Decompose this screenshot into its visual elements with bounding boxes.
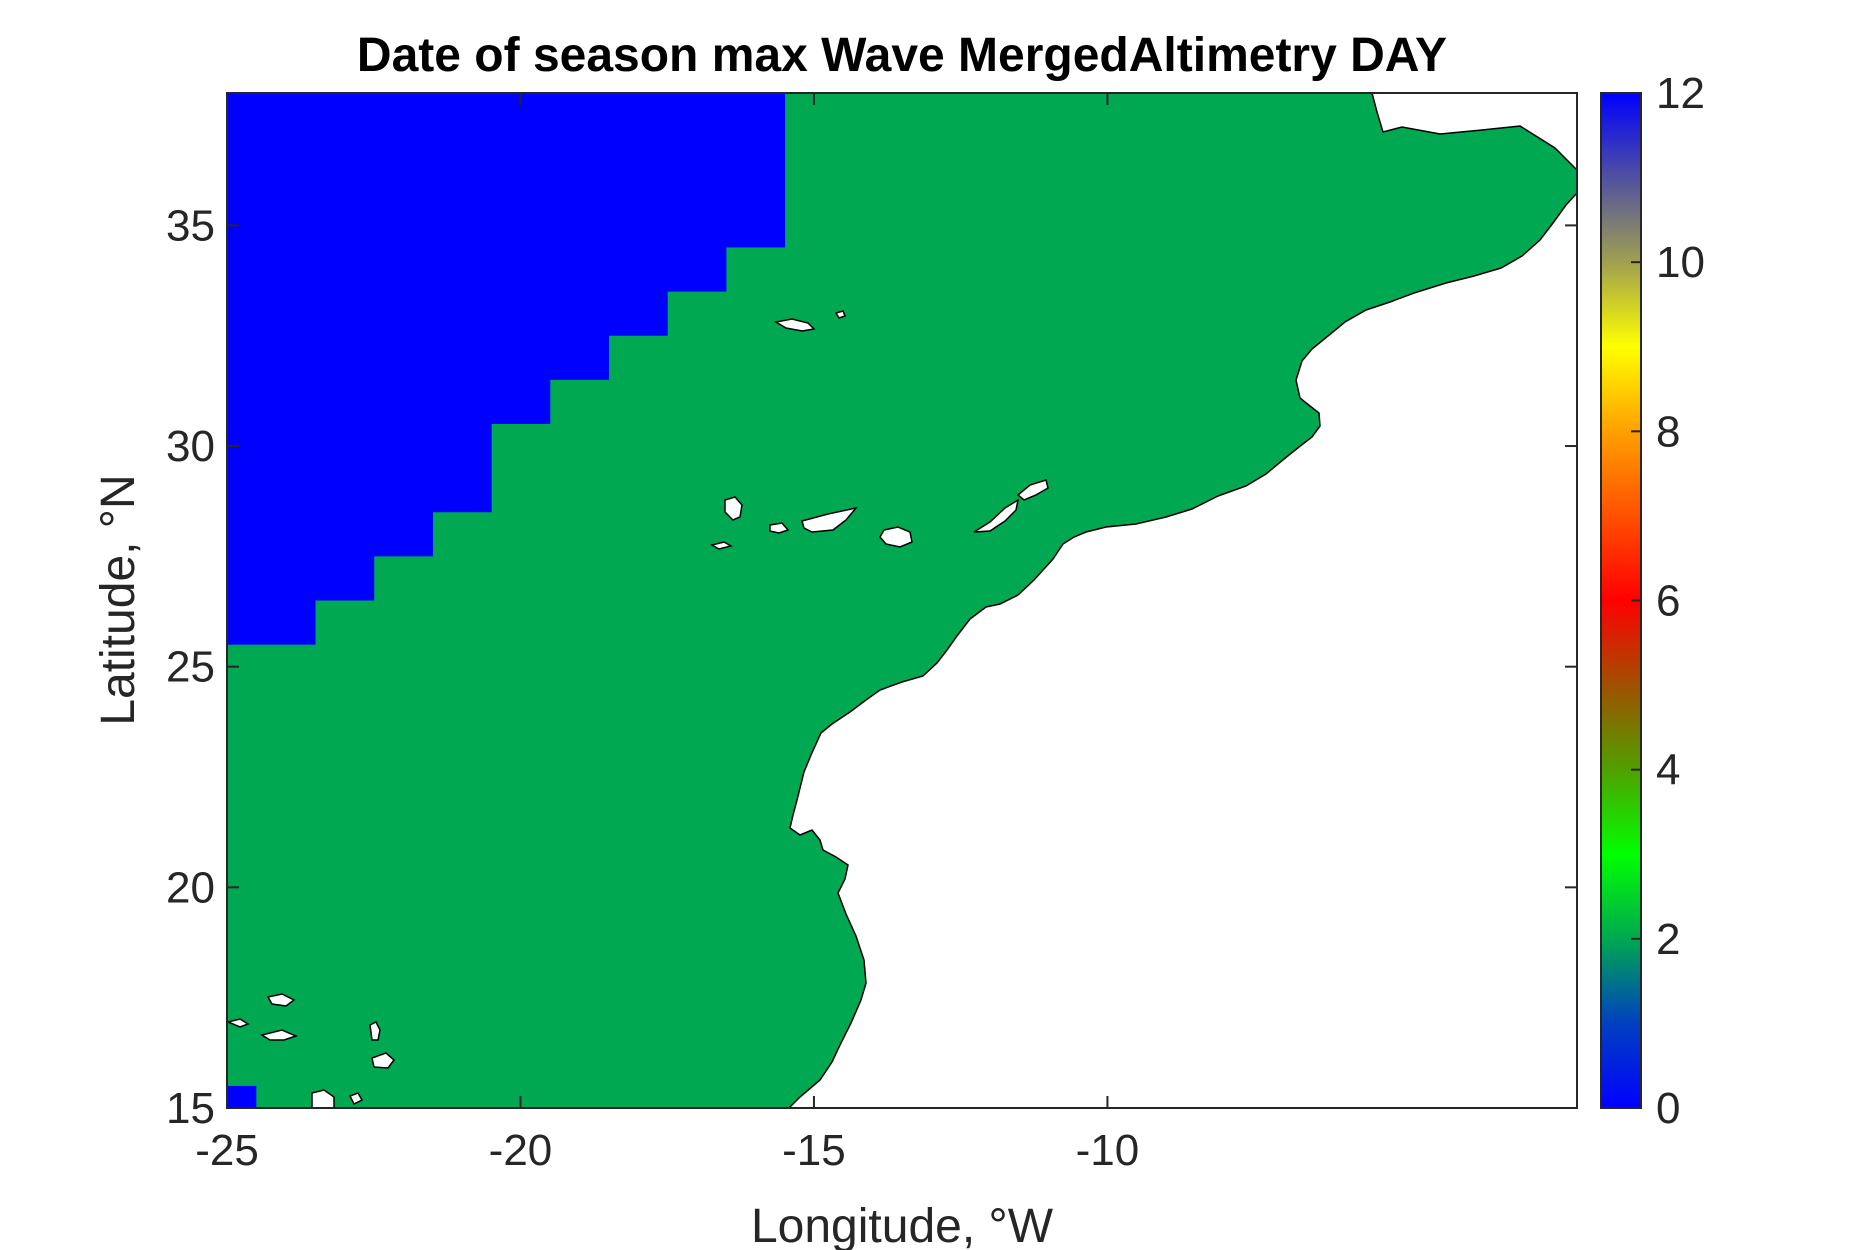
island-cape-verde-sao-nicolau [260,1029,299,1041]
blue-cell-corner [227,1085,257,1108]
blue-region [227,93,786,1108]
colorbar-tick-label: 10 [1656,238,1705,287]
x-tick-label: -20 [489,1126,553,1175]
blue-cell-band-6 [608,93,668,336]
island-tenerife [801,506,858,533]
blue-cell-band-8 [725,93,786,248]
colorbar-tick-label: 4 [1656,746,1680,795]
blue-cell-band-0 [227,93,316,645]
blue-cell-band-1 [315,93,375,601]
island-lanzarote [1016,479,1049,501]
colorbar-tick-label: 2 [1656,915,1680,964]
blue-cell-band-7 [667,93,727,292]
x-tick-label: -15 [782,1126,846,1175]
island-madeira [773,318,816,332]
x-tick-label: -25 [195,1126,259,1175]
blue-cell-band-4 [491,93,551,424]
island-gran-canaria [879,526,913,548]
islands [227,310,1049,1108]
x-axis-label: Longitude, °W [751,1200,1054,1250]
y-tick-label: 25 [166,643,215,692]
y-tick-label: 35 [166,201,215,250]
island-la-gomera [769,522,790,534]
blue-cell-band-5 [549,93,610,380]
island-cape-verde-santiago [311,1089,335,1108]
y-axis: 15 20 25 30 35 [166,201,1577,1133]
island-cape-verde-sao-vicente [227,1018,250,1028]
island-la-palma [724,496,743,521]
island-cape-verde-maio [348,1092,364,1106]
x-axis: -25 -20 -15 -10 [195,93,1139,1175]
colorbar-tick-label: 8 [1656,407,1680,456]
y-axis-label: Latitude, °N [92,474,145,725]
y-tick-label: 15 [166,1084,215,1133]
island-cape-verde-boa-vista [371,1052,396,1069]
x-tick-label: -10 [1076,1126,1140,1175]
blue-cell-band-3 [432,93,492,513]
chart-title: Date of season max Wave MergedAltimetry … [357,29,1447,82]
colorbar-ticks: 0 2 4 6 8 10 12 [1631,69,1705,1133]
blue-cell-band-2 [373,93,433,557]
land-mass [787,93,1577,1108]
colorbar-tick-label: 6 [1656,577,1680,626]
island-cape-verde-sal [369,1020,381,1041]
colorbar-tick-label: 0 [1656,1084,1680,1133]
y-tick-label: 20 [166,863,215,912]
island-cape-verde-santo-antao [266,993,296,1007]
island-el-hierro [710,541,733,550]
y-tick-label: 30 [166,422,215,471]
island-fuerteventura [973,498,1020,533]
colorbar: 0 2 4 6 8 10 12 [1600,69,1705,1133]
plot-frame [226,92,1578,1109]
plot-area [227,93,1577,1108]
colorbar-tick-label: 12 [1656,69,1705,118]
island-porto-santo [834,310,846,319]
